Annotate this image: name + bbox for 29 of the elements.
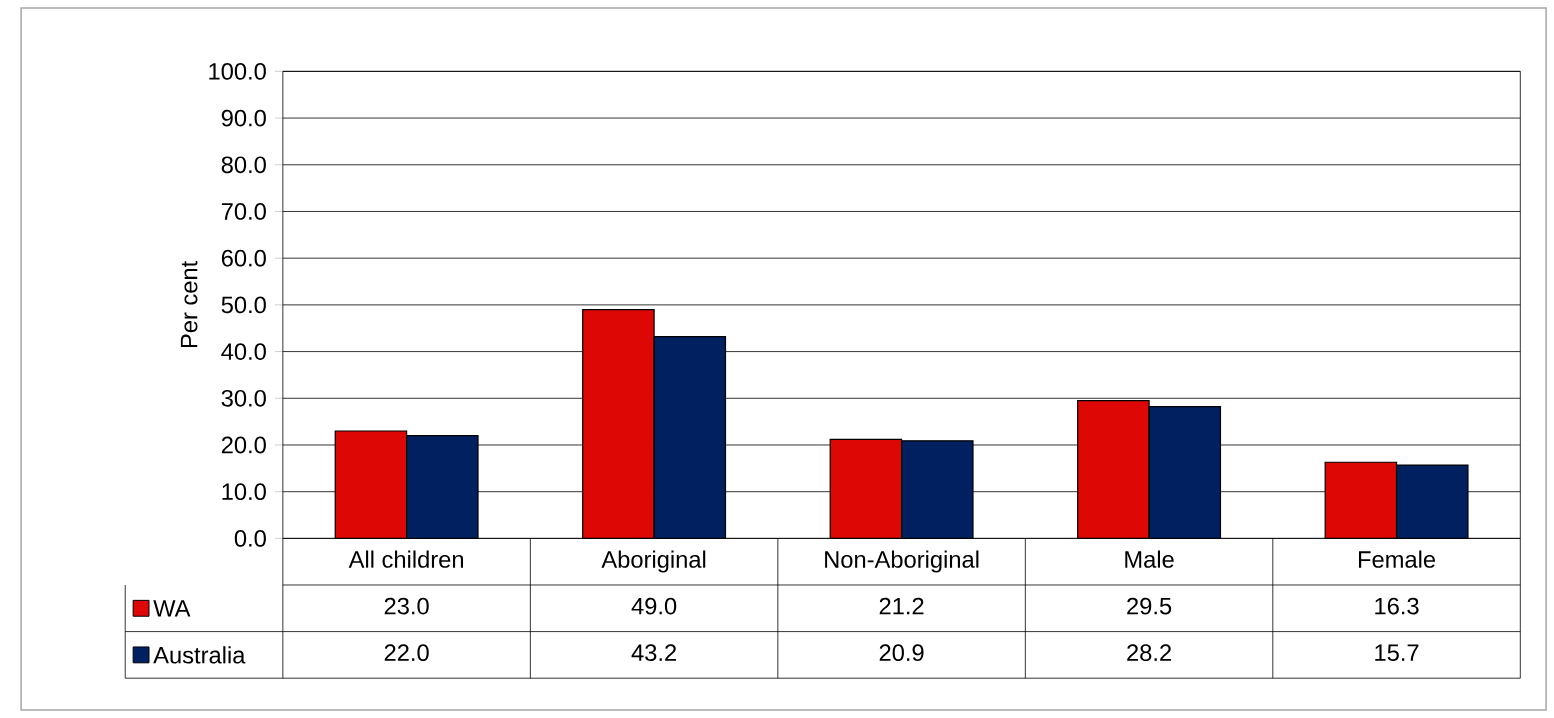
y-tick-label: 70.0 bbox=[221, 203, 266, 220]
x-tick-label: Non-Aboriginal bbox=[825, 550, 979, 573]
y-tick-label: 80.0 bbox=[221, 156, 266, 174]
legend-label: Australia bbox=[153, 646, 246, 664]
y-tick-label: 50.0 bbox=[221, 296, 266, 314]
data-label: 20.9 bbox=[879, 644, 924, 662]
data-label: 16.3 bbox=[1375, 597, 1419, 615]
x-tick-label: Aboriginal bbox=[601, 550, 706, 573]
y-tick-label: 20.0 bbox=[221, 436, 266, 454]
x-tick-label: Male bbox=[1125, 550, 1174, 568]
y-tick-label: 60.0 bbox=[221, 249, 266, 267]
y-tick-label: 100.0 bbox=[209, 63, 266, 80]
y-axis-title: Per cent bbox=[180, 261, 198, 348]
y-tick-label: 90.0 bbox=[221, 109, 266, 127]
data-label: 21.2 bbox=[879, 597, 924, 615]
x-tick-label: All children bbox=[348, 550, 464, 568]
data-label: 15.7 bbox=[1375, 644, 1419, 662]
y-tick-label: 0.0 bbox=[234, 530, 266, 547]
y-tick-label: 40.0 bbox=[221, 343, 266, 361]
data-label: 28.2 bbox=[1127, 644, 1171, 662]
y-tick-label: 10.0 bbox=[222, 483, 266, 501]
data-label: 49.0 bbox=[631, 597, 677, 615]
y-tick-label: 30.0 bbox=[221, 389, 266, 407]
data-label: 22.0 bbox=[384, 644, 429, 662]
legend-label: WA bbox=[153, 600, 191, 617]
x-tick-label: Female bbox=[1358, 550, 1436, 568]
data-label: 29.5 bbox=[1127, 597, 1172, 615]
data-label: 23.0 bbox=[384, 597, 429, 615]
data-label: 43.2 bbox=[631, 644, 676, 662]
